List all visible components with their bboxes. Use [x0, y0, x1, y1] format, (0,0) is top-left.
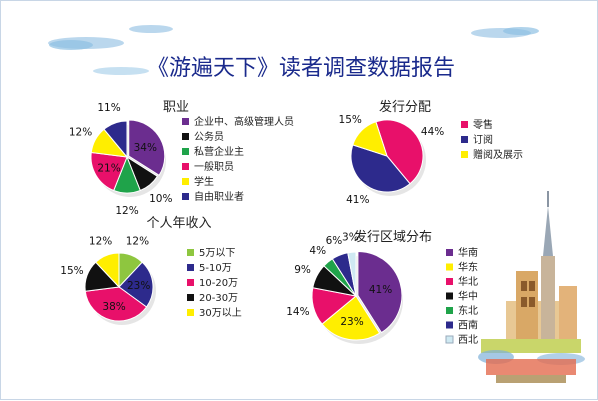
- distribution-chart: 发行分配 44% 零售 41% 订阅 15% 赠阅及展示: [339, 99, 523, 206]
- legend-label: 赠阅及展示: [473, 148, 523, 161]
- legend-label: 华北: [458, 275, 478, 288]
- page-title: 《游遍天下》读者调查数据报告: [147, 56, 455, 81]
- pie-percent-label: 11%: [97, 102, 120, 114]
- pie-percent-label: 12%: [89, 236, 112, 248]
- pie-percent-label: 4%: [309, 245, 326, 257]
- legend-label: 西北: [458, 334, 478, 346]
- pie-slice: [128, 119, 166, 177]
- pie-percent-label: 23%: [127, 280, 150, 292]
- pie-percent-label: 44%: [421, 126, 444, 138]
- legend-swatch: [187, 264, 194, 271]
- pie-percent-label: 12%: [69, 126, 92, 138]
- occupation-chart: 职业 34% 企业中、高级管理人员 10% 公务员 12% 私营企业主 21% 一般职员 12%…: [69, 100, 294, 217]
- pie-percent-label: 9%: [294, 264, 311, 276]
- pie-percent-label: 12%: [115, 205, 138, 217]
- legend-label: 5-10万: [199, 263, 232, 274]
- pie-slice: [375, 119, 424, 185]
- pie-slice: [321, 295, 381, 341]
- legend-swatch: [187, 309, 194, 316]
- legend-swatch: [446, 263, 453, 271]
- legend-label: 华东: [458, 261, 478, 274]
- legend-swatch: [182, 148, 189, 155]
- legend-label: 西南: [458, 319, 478, 332]
- pie-slice: [352, 121, 388, 157]
- city-illustration: [478, 191, 585, 383]
- legend-swatch: [446, 249, 453, 256]
- legend-swatch: [446, 307, 453, 314]
- pie-slice: [350, 144, 411, 193]
- legend-swatch: [182, 193, 189, 200]
- pie-slice: [103, 120, 128, 159]
- pie-percent-label: 15%: [60, 265, 83, 277]
- legend-label: 企业中、高级管理人员: [194, 115, 294, 128]
- legend-label: 一般职员: [194, 160, 234, 173]
- legend-label: 私营企业主: [194, 145, 244, 158]
- pie-percent-label: 21%: [97, 163, 120, 175]
- chart-title: 发行区域分布: [354, 229, 432, 245]
- legend-swatch: [446, 292, 453, 300]
- chart-title: 个人年收入: [146, 216, 211, 231]
- legend-label: 零售: [473, 118, 493, 131]
- legend-swatch: [187, 294, 194, 301]
- legend-swatch: [461, 151, 468, 158]
- legend-label: 30万以上: [199, 307, 242, 319]
- legend-label: 订阅: [473, 133, 493, 146]
- legend-swatch: [182, 163, 189, 170]
- pie-percent-label: 41%: [369, 284, 392, 296]
- pie-percent-label: 34%: [134, 142, 157, 154]
- legend-label: 华中: [458, 290, 478, 303]
- pie-percent-label: 14%: [286, 306, 309, 318]
- chart-title: 职业: [163, 100, 189, 115]
- region-chart: 发行区域分布 41% 华南 23% 华东 14% 华北 9% 华中 4% 东北 6% 西南 3% 西北: [286, 229, 478, 346]
- legend-swatch: [182, 178, 189, 185]
- legend-label: 5万以下: [199, 248, 235, 259]
- legend-label: 公务员: [194, 130, 224, 143]
- legend-label: 10-20万: [199, 278, 238, 289]
- legend-swatch: [461, 121, 468, 128]
- pie-percent-label: 41%: [346, 194, 369, 206]
- pie-slice: [95, 252, 120, 289]
- cloud-decoration: [48, 25, 539, 75]
- chart-title: 发行分配: [379, 99, 431, 115]
- legend-swatch: [187, 279, 194, 286]
- income-chart: 个人年收入 12% 5万以下 23% 5-10万 38% 10-20万 15% 20-30万 1…: [60, 216, 242, 325]
- pie-percent-label: 3%: [342, 231, 359, 243]
- pie-percent-label: 12%: [126, 236, 149, 248]
- legend-label: 自由职业者: [194, 190, 244, 203]
- legend-swatch: [187, 249, 194, 256]
- legend-swatch: [182, 118, 189, 125]
- pie-percent-label: 38%: [102, 301, 125, 313]
- pie-slice: [357, 250, 403, 334]
- legend-label: 华南: [458, 246, 478, 259]
- pie-percent-label: 15%: [339, 114, 362, 126]
- legend-label: 20-30万: [199, 293, 238, 304]
- legend-swatch: [461, 136, 468, 143]
- pie-slice: [347, 251, 357, 297]
- legend-label: 东北: [458, 304, 478, 317]
- legend-swatch: [446, 278, 453, 285]
- legend-swatch: [445, 335, 454, 344]
- legend-label: 学生: [194, 175, 214, 188]
- legend-swatch: [182, 133, 189, 140]
- pie-slice: [90, 151, 128, 192]
- pie-slice: [84, 286, 148, 322]
- pie-percent-label: 6%: [326, 235, 343, 247]
- pie-slice: [118, 261, 154, 308]
- pie-percent-label: 10%: [149, 193, 172, 205]
- pie-percent-label: 23%: [340, 316, 363, 328]
- legend-swatch: [446, 321, 453, 329]
